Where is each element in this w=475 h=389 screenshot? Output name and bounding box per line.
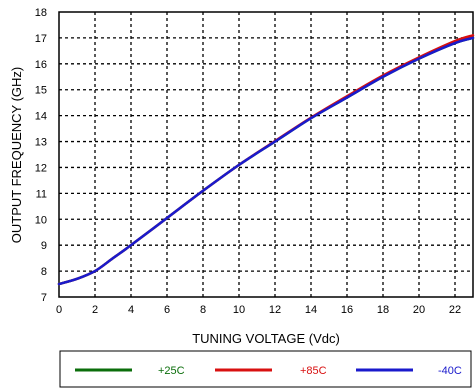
y-tick-label: 8 <box>41 266 47 278</box>
y-tick-label: 15 <box>35 85 47 97</box>
x-tick-label: 8 <box>200 304 206 316</box>
x-tick-label: 6 <box>164 304 170 316</box>
y-tick-label: 13 <box>35 137 47 149</box>
x-tick-label: 18 <box>377 304 389 316</box>
x-tick-label: 16 <box>341 304 353 316</box>
legend-label-40c: -40C <box>438 365 462 377</box>
y-tick-label: 18 <box>35 7 47 19</box>
x-tick-label: 12 <box>269 304 281 316</box>
y-tick-label: 12 <box>35 162 47 174</box>
y-tick-label: 10 <box>35 214 47 226</box>
series-layer <box>57 34 475 286</box>
legend-label-85c: +85C <box>300 365 327 377</box>
legend-label-25c: +25C <box>158 365 185 377</box>
axis-ticks: 0 2 4 6 8 10 12 14 16 18 20 22 7 8 9 10 11 12 13 14 15 16 17 18 <box>35 7 461 316</box>
series-line-25c <box>57 36 475 286</box>
y-tick-label: 9 <box>41 240 47 252</box>
legend-items: +25C +85C -40C <box>75 365 462 377</box>
x-tick-label: 14 <box>305 304 317 316</box>
y-tick-label: 17 <box>35 33 47 45</box>
series-line-85c <box>57 34 475 286</box>
x-tick-label: 20 <box>413 304 425 316</box>
y-tick-label: 7 <box>41 292 47 304</box>
x-tick-label: 10 <box>233 304 245 316</box>
x-tick-label: 2 <box>92 304 98 316</box>
grid <box>59 12 473 297</box>
x-tick-label: 4 <box>128 304 134 316</box>
x-tick-label: 22 <box>449 304 461 316</box>
y-tick-label: 11 <box>36 188 47 200</box>
plot-frame <box>58 11 474 298</box>
y-axis-title: OUTPUT FREQUENCY (GHz) <box>9 67 24 243</box>
x-axis-title: TUNING VOLTAGE (Vdc) <box>192 331 340 346</box>
y-tick-label: 14 <box>35 111 47 123</box>
x-tick-label: 0 <box>56 304 62 316</box>
y-tick-label: 16 <box>35 59 47 71</box>
series-line-40c <box>57 36 475 286</box>
